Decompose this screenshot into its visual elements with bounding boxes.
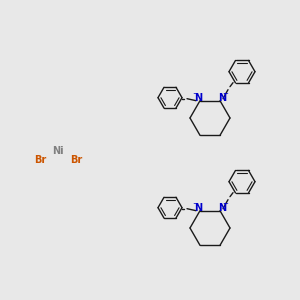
Text: N: N [218, 93, 226, 103]
Text: N: N [194, 203, 202, 213]
Text: −: − [192, 91, 198, 97]
Text: Br: Br [34, 155, 46, 165]
Text: Br: Br [70, 155, 82, 165]
Text: −: − [222, 91, 228, 97]
Text: −: − [192, 201, 198, 207]
Text: Ni: Ni [52, 146, 64, 156]
Text: N: N [194, 93, 202, 103]
Text: −: − [222, 201, 228, 207]
Text: N: N [218, 203, 226, 213]
